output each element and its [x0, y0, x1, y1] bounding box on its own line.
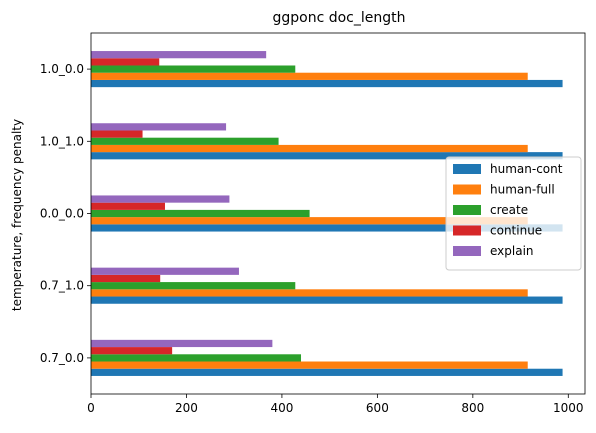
legend-label-create: create	[490, 203, 528, 217]
legend-label-explain: explain	[490, 244, 534, 258]
bar-create-1.0_0.0	[91, 65, 296, 73]
x-tick-label-0: 0	[87, 401, 95, 415]
bar-human-cont-1.0_1.0	[91, 152, 563, 160]
legend-swatch-explain	[453, 246, 481, 256]
y-tick-label-1.0_0.0: 1.0_0.0	[40, 62, 84, 76]
bar-continue-1.0_0.0	[91, 58, 160, 66]
plot-frame	[90, 32, 586, 395]
y-tick-label-0.7_1.0: 0.7_1.0	[40, 279, 84, 293]
x-tick-label-600: 600	[366, 401, 389, 415]
x-tick-label-400: 400	[270, 401, 293, 415]
bars-layer	[91, 51, 563, 376]
y-tick-label-0.0_0.0: 0.0_0.0	[40, 207, 84, 221]
chart-title: ggponc doc_length	[272, 10, 405, 26]
bar-create-0.0_0.0	[91, 209, 310, 218]
bar-explain-1.0_1.0	[91, 123, 227, 131]
bar-continue-0.7_0.0	[91, 347, 173, 355]
bar-create-0.7_0.0	[91, 354, 302, 362]
bar-continue-0.7_1.0	[91, 274, 161, 283]
axes-layer: 0.7_0.0 0.7_1.0 0.0_0.0 1.0_1.0 1.0_0.0 0 200 4…	[40, 32, 586, 415]
bar-human-cont-0.0_0.0	[91, 224, 563, 232]
bar-human-full-0.0_0.0	[91, 217, 528, 225]
legend-swatch-human-full	[453, 184, 481, 195]
bar-continue-0.0_0.0	[91, 202, 165, 210]
legend-swatch-human-cont	[453, 164, 481, 174]
legend-label-continue: continue	[490, 224, 542, 238]
bar-human-cont-0.7_1.0	[91, 296, 563, 304]
bar-explain-0.0_0.0	[91, 195, 230, 203]
legend-swatch-continue	[453, 225, 481, 236]
bar-explain-1.0_0.0	[91, 51, 267, 59]
bar-create-0.7_1.0	[91, 282, 296, 290]
bar-explain-0.7_0.0	[91, 339, 273, 348]
x-tick-label-200: 200	[175, 401, 198, 415]
bar-human-full-0.7_0.0	[91, 361, 528, 369]
legend: human-cont human-full create continue explai…	[445, 156, 582, 271]
y-tick-label-0.7_0.0: 0.7_0.0	[40, 351, 84, 365]
legend-label-human-full: human-full	[490, 183, 555, 197]
y-tick-label-1.0_1.0: 1.0_1.0	[40, 134, 84, 148]
bar-human-full-0.7_1.0	[91, 289, 528, 297]
bar-create-1.0_1.0	[91, 137, 279, 145]
legend-swatch-create	[453, 205, 481, 215]
bar-human-full-1.0_1.0	[91, 144, 528, 153]
y-axis-label: temperature, frequency penalty	[10, 119, 24, 311]
bar-explain-0.7_1.0	[91, 267, 239, 275]
bar-human-cont-0.7_0.0	[91, 368, 563, 376]
x-tick-label-1000: 1000	[553, 401, 584, 415]
legend-label-human-cont: human-cont	[490, 162, 563, 176]
bar-human-full-1.0_0.0	[91, 72, 528, 80]
bar-human-cont-1.0_0.0	[91, 79, 563, 88]
x-tick-label-800: 800	[461, 401, 484, 415]
bar-continue-1.0_1.0	[91, 130, 143, 138]
